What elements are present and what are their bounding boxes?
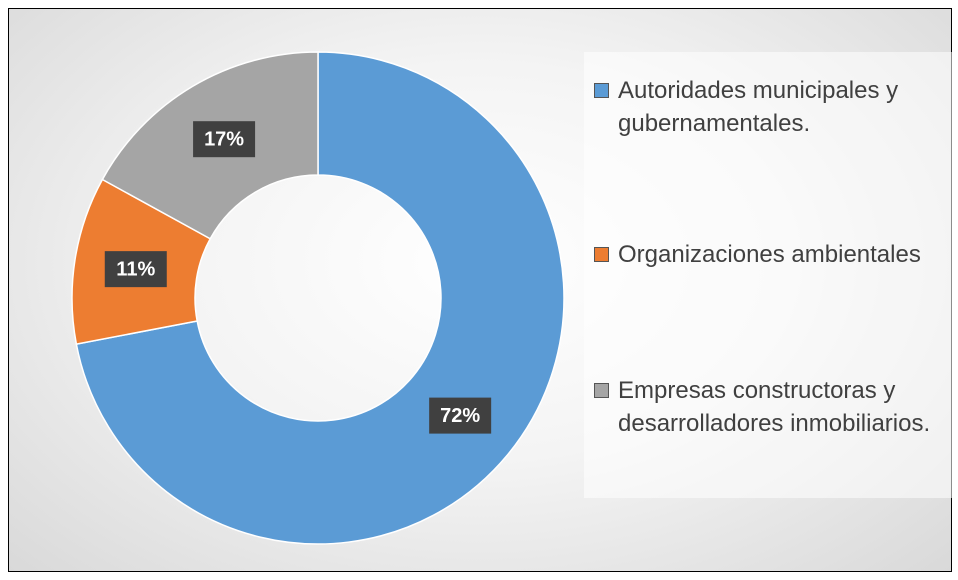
legend: Autoridades municipales y gubernamentale… <box>584 52 954 498</box>
legend-item: Empresas constructoras y desarrolladores… <box>594 374 948 440</box>
legend-item: Autoridades municipales y gubernamentale… <box>594 74 948 140</box>
data-label: 11% <box>116 258 155 280</box>
legend-swatch <box>594 383 609 398</box>
legend-label: Organizaciones ambientales <box>618 241 921 268</box>
data-label-box <box>429 397 492 434</box>
legend-label: Autoridades municipales y gubernamentale… <box>618 77 899 137</box>
legend-item: Organizaciones ambientales <box>594 238 948 271</box>
legend-label: Empresas constructoras y desarrolladores… <box>618 377 931 437</box>
legend-swatch <box>594 247 609 262</box>
data-label: 17% <box>204 128 244 150</box>
data-label: 72% <box>440 405 480 427</box>
data-label-box <box>104 251 167 288</box>
data-label-box <box>193 121 256 158</box>
legend-swatch <box>594 83 609 98</box>
